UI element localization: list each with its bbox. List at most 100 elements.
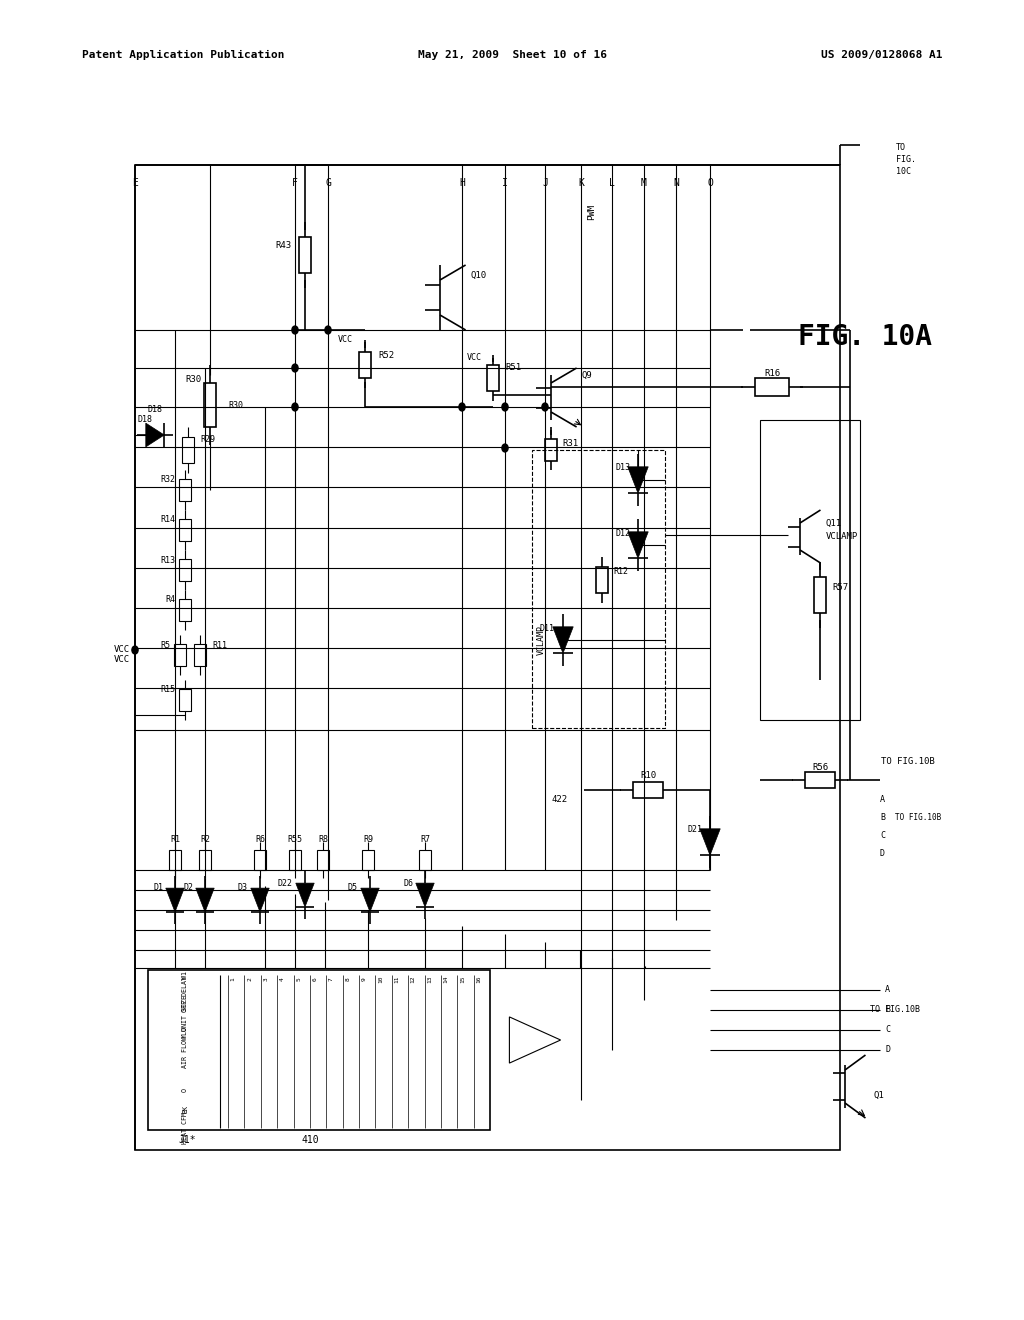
Polygon shape — [145, 424, 164, 447]
Text: R56: R56 — [812, 763, 828, 771]
Text: D18: D18 — [147, 405, 163, 414]
Bar — [814, 577, 826, 614]
Bar — [486, 366, 499, 391]
Bar — [760, 420, 860, 719]
Bar — [755, 379, 788, 396]
Text: B: B — [885, 1006, 890, 1015]
Text: L: L — [609, 178, 615, 187]
Text: R30: R30 — [228, 400, 244, 409]
Bar — [532, 450, 665, 729]
Text: VCC: VCC — [338, 335, 353, 345]
Text: 11: 11 — [394, 975, 399, 982]
Text: F: F — [292, 178, 298, 187]
Text: Q10: Q10 — [471, 271, 486, 280]
Polygon shape — [196, 888, 214, 912]
Text: AIR FLOW: AIR FLOW — [182, 1035, 188, 1068]
Text: 13: 13 — [427, 975, 432, 982]
Text: D11: D11 — [540, 623, 555, 632]
Circle shape — [325, 326, 331, 334]
Text: TO FIG.10B: TO FIG.10B — [895, 813, 941, 822]
Polygon shape — [166, 888, 184, 912]
Text: R7: R7 — [420, 836, 430, 845]
Text: 7: 7 — [329, 977, 334, 981]
Text: 1: 1 — [230, 977, 236, 981]
Bar — [174, 644, 186, 665]
Circle shape — [132, 645, 138, 653]
Bar — [194, 644, 206, 665]
Bar — [545, 440, 557, 461]
Polygon shape — [296, 883, 314, 907]
Text: VCC: VCC — [114, 645, 130, 655]
Text: R30: R30 — [185, 375, 202, 384]
Bar — [204, 383, 216, 426]
Text: 3: 3 — [263, 977, 268, 981]
Text: R4: R4 — [165, 595, 175, 605]
Bar — [299, 236, 311, 273]
Polygon shape — [416, 883, 434, 907]
Text: R6: R6 — [255, 836, 265, 845]
Bar — [182, 437, 195, 463]
Text: R2: R2 — [200, 836, 210, 845]
Polygon shape — [251, 888, 269, 912]
Text: OFF DELAY: OFF DELAY — [182, 975, 188, 1012]
Text: R5: R5 — [160, 640, 170, 649]
Text: D6: D6 — [403, 879, 413, 887]
Text: R52: R52 — [378, 351, 394, 359]
Text: 14: 14 — [443, 975, 449, 982]
Text: HEAT CFM: HEAT CFM — [182, 1111, 188, 1144]
Text: 8: 8 — [345, 977, 350, 981]
Text: R11: R11 — [212, 640, 227, 649]
Text: 10C: 10C — [896, 168, 911, 177]
Text: K: K — [579, 178, 584, 187]
Text: 5: 5 — [296, 977, 301, 981]
Text: I: I — [502, 178, 508, 187]
Bar — [179, 479, 191, 500]
Circle shape — [459, 403, 465, 411]
Text: Q1: Q1 — [873, 1090, 885, 1100]
Bar — [179, 599, 191, 620]
Polygon shape — [699, 829, 720, 855]
Bar — [633, 781, 664, 797]
Text: TO: TO — [896, 144, 906, 153]
Text: R13: R13 — [160, 556, 175, 565]
Bar — [358, 352, 371, 378]
Text: R55: R55 — [288, 836, 302, 845]
Text: E: E — [132, 178, 138, 187]
Text: YLO: YLO — [182, 1027, 188, 1039]
Text: Q11: Q11 — [825, 519, 842, 528]
Text: 410: 410 — [301, 1135, 318, 1144]
Text: D13: D13 — [615, 463, 630, 473]
Bar — [169, 850, 181, 870]
Bar — [179, 519, 191, 541]
Text: D: D — [880, 850, 885, 858]
Text: R14: R14 — [160, 516, 175, 524]
Text: R9: R9 — [362, 836, 373, 845]
Text: D5: D5 — [348, 883, 358, 892]
Polygon shape — [628, 467, 648, 494]
Text: R31: R31 — [562, 438, 579, 447]
Text: D22: D22 — [278, 879, 293, 887]
Text: VCC: VCC — [467, 354, 482, 363]
Text: R51: R51 — [505, 363, 521, 372]
Text: VCLAMP: VCLAMP — [537, 624, 546, 655]
Bar — [179, 689, 191, 711]
Text: 15: 15 — [460, 975, 465, 982]
Text: 2: 2 — [247, 977, 252, 981]
Text: Patent Application Publication: Patent Application Publication — [82, 50, 285, 61]
Bar — [179, 560, 191, 581]
Text: VCC: VCC — [114, 656, 130, 664]
Text: R32: R32 — [160, 475, 175, 484]
Text: B: B — [880, 813, 885, 822]
Text: D: D — [885, 1045, 890, 1055]
Text: Q9: Q9 — [582, 371, 593, 380]
Text: PWM: PWM — [588, 203, 596, 220]
Text: May 21, 2009  Sheet 10 of 16: May 21, 2009 Sheet 10 of 16 — [418, 50, 606, 61]
Text: O: O — [182, 1088, 188, 1092]
Text: R15: R15 — [160, 685, 175, 694]
Text: R16: R16 — [764, 368, 780, 378]
Text: US 2009/0128068 A1: US 2009/0128068 A1 — [820, 50, 942, 61]
Text: A: A — [885, 986, 890, 994]
Text: FIG. 10A: FIG. 10A — [799, 322, 932, 351]
Text: D1: D1 — [153, 883, 163, 892]
Text: 9: 9 — [361, 977, 367, 981]
